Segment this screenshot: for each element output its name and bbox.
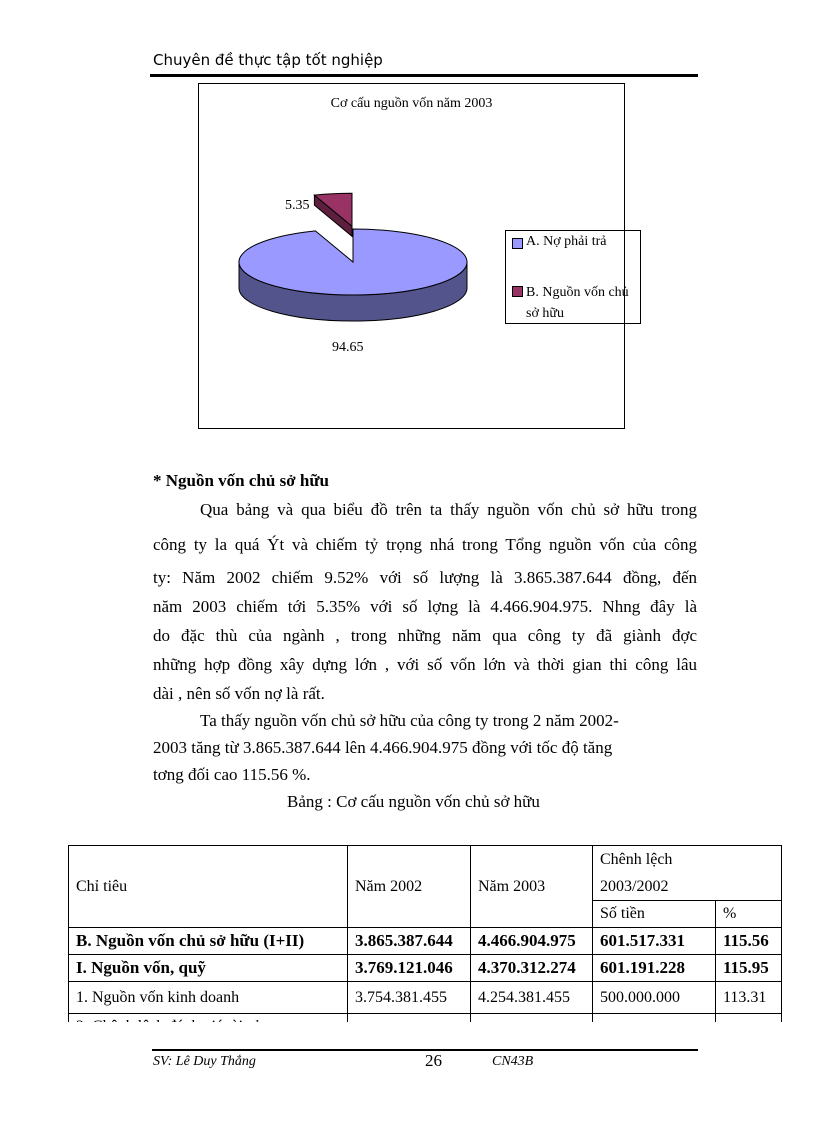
paragraph-line: tơng đối cao 115.56 %. [153,765,311,784]
paragraph-line: do đặc thù của ngành , trong những năm q… [153,626,697,645]
legend-swatch-b [512,286,523,297]
header-so-tien: Số tiền [592,900,716,928]
page-number: 26 [425,1051,442,1070]
cell-y2003: 4.370.312.274 [470,954,593,982]
cell-y2003: 4.466.904.975 [470,927,593,955]
footer-class: CN43B [492,1054,534,1069]
paragraph-line: Ta thấy nguồn vốn chủ sở hữu của công ty… [200,711,619,730]
cell-y2003: 4.254.381.455 [470,981,593,1014]
cell-pct: 115.56 [715,927,782,955]
cell-diff: 601.191.228 [592,954,716,982]
footer-rule [152,1049,698,1051]
table-row: 2. Chênh lệch đánh giá tài sản [68,1013,782,1022]
table-row: B. Nguồn vốn chủ sở hữu (I+II) 3.865.387.… [68,927,782,955]
header-2003: Năm 2003 [470,845,593,928]
cell-pct: 113.31 [715,981,782,1014]
cell-diff: 500.000.000 [592,981,716,1014]
equity-table: Chỉ tiêu Năm 2002 Năm 2003 Chênh lệch 200… [68,845,782,1022]
cell-y2002: 3.769.121.046 [347,954,471,982]
header-percent: % [715,900,782,928]
cell-y2002 [347,1013,471,1022]
pie-slice-a [238,228,468,296]
legend-label-a: A. Nợ phải trả [526,234,607,249]
cell-name: 2. Chênh lệch đánh giá tài sản [68,1013,348,1022]
pie-chart: Cơ cấu nguồn vốn năm 2003 5.35 94.65 A. … [198,83,641,429]
table-row: 1. Nguồn vốn kinh doanh 3.754.381.455 4.25… [68,981,782,1014]
data-label-b: 5.35 [285,198,310,213]
table-header-row: Chỉ tiêu Năm 2002 Năm 2003 Chênh lệch 200… [68,845,782,928]
paragraph-line: những hợp đồng xây dựng lớn , với số vốn… [153,655,697,674]
legend-swatch-a [512,238,523,249]
header-chenh-lech: Chênh lệch 2003/2002 [592,845,782,901]
data-label-a: 94.65 [332,340,364,355]
paragraph-line: Qua bảng và qua biểu đồ trên ta thấy ngu… [200,500,697,519]
table-clip: Chỉ tiêu Năm 2002 Năm 2003 Chênh lệch 200… [68,845,782,1022]
header-2002: Năm 2002 [347,845,471,928]
paragraph-line: dài , nên số vốn nợ là rất. [153,684,325,703]
cell-y2002: 3.865.387.644 [347,927,471,955]
legend-item-b: B. Nguồn vốn chủ sở hữu [512,282,640,324]
cell-diff: 601.517.331 [592,927,716,955]
chart-legend: A. Nợ phải trả B. Nguồn vốn chủ sở hữu [505,230,641,324]
paragraph-line: 2003 tăng từ 3.865.387.644 lên 4.466.904… [153,738,613,757]
cell-y2003 [470,1013,593,1022]
header-period: 2003/2002 [600,878,669,895]
header-chenh-lech-label: Chênh lệch [600,851,673,868]
header-rule [150,74,698,77]
cell-pct [715,1013,782,1022]
table-caption: Bảng : Cơ cấu nguồn vốn chủ sở hữu [287,792,540,811]
table-row: I. Nguồn vốn, quỹ 3.769.121.046 4.370.312.… [68,954,782,982]
footer-student: SV: Lê Duy Thắng [153,1054,256,1069]
legend-label-b: B. Nguồn vốn chủ sở hữu [526,285,629,321]
cell-y2002: 3.754.381.455 [347,981,471,1014]
paragraph-line: ty: Năm 2002 chiếm 9.52% với số lượng là… [153,568,697,587]
cell-diff [592,1013,716,1022]
cell-pct: 115.95 [715,954,782,982]
chart-title: Cơ cấu nguồn vốn năm 2003 [330,96,493,111]
running-header: Chuyên đề thực tập tốt nghiệp [153,51,383,69]
paragraph-line: năm 2003 chiếm tới 5.35% với số lợng là … [153,597,697,616]
cell-name: I. Nguồn vốn, quỹ [68,954,348,982]
cell-name: 1. Nguồn vốn kinh doanh [68,981,348,1014]
pie-slice-b [313,192,353,228]
cell-name: B. Nguồn vốn chủ sở hữu (I+II) [68,927,348,955]
paragraph-line: công ty la quá Ýt và chiếm tỷ trọng nhá … [153,535,697,554]
section-heading: * Nguồn vốn chủ sở hữu [153,471,329,490]
legend-item-a: A. Nợ phải trả [512,234,607,250]
pie-svg [238,192,468,322]
header-chi-tieu: Chỉ tiêu [68,845,348,928]
